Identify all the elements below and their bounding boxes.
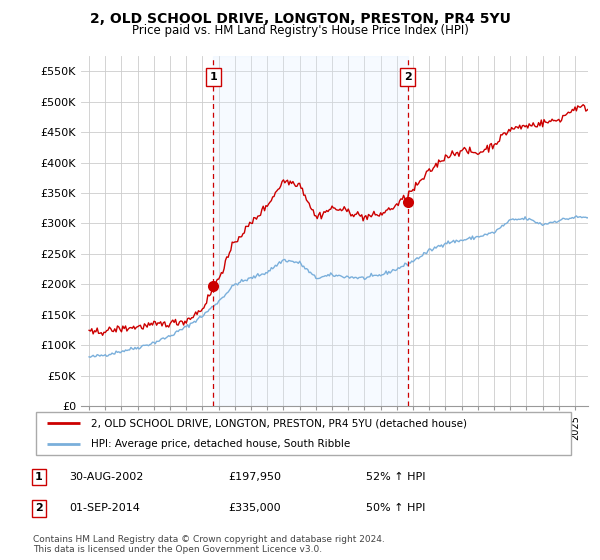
Text: £197,950: £197,950 — [228, 472, 281, 482]
Text: 2: 2 — [404, 72, 412, 82]
Text: This data is licensed under the Open Government Licence v3.0.: This data is licensed under the Open Gov… — [33, 545, 322, 554]
Text: HPI: Average price, detached house, South Ribble: HPI: Average price, detached house, Sout… — [91, 438, 350, 449]
Text: 52% ↑ HPI: 52% ↑ HPI — [366, 472, 425, 482]
Text: Price paid vs. HM Land Registry's House Price Index (HPI): Price paid vs. HM Land Registry's House … — [131, 24, 469, 36]
Bar — [214, 56, 408, 406]
Text: 1: 1 — [209, 72, 217, 82]
Text: 50% ↑ HPI: 50% ↑ HPI — [366, 503, 425, 514]
FancyBboxPatch shape — [35, 412, 571, 455]
Text: Contains HM Land Registry data © Crown copyright and database right 2024.: Contains HM Land Registry data © Crown c… — [33, 535, 385, 544]
Text: 1: 1 — [35, 472, 43, 482]
Text: 01-SEP-2014: 01-SEP-2014 — [69, 503, 140, 514]
Text: 30-AUG-2002: 30-AUG-2002 — [69, 472, 143, 482]
Text: £335,000: £335,000 — [228, 503, 281, 514]
Text: 2, OLD SCHOOL DRIVE, LONGTON, PRESTON, PR4 5YU: 2, OLD SCHOOL DRIVE, LONGTON, PRESTON, P… — [89, 12, 511, 26]
Text: 2: 2 — [35, 503, 43, 514]
Text: 2, OLD SCHOOL DRIVE, LONGTON, PRESTON, PR4 5YU (detached house): 2, OLD SCHOOL DRIVE, LONGTON, PRESTON, P… — [91, 418, 467, 428]
